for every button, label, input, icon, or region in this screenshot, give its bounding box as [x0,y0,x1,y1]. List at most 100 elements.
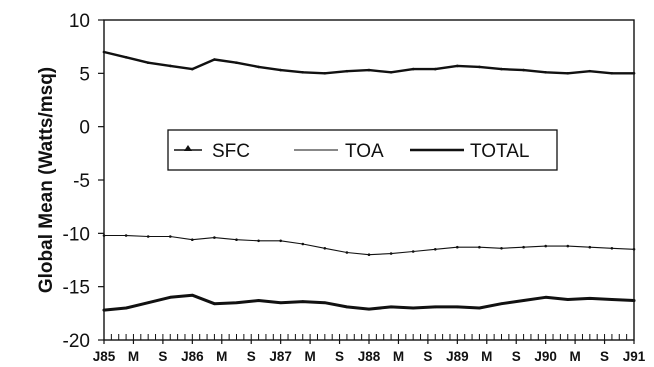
series-sfc-point [169,64,172,68]
series-toa-point [456,245,459,249]
series-total-point [544,296,547,299]
series-toa-point [566,244,570,248]
x-tick-label: J90 [534,349,557,364]
series-toa-point [345,251,349,254]
x-tick-label: S [512,349,521,364]
y-tick-label: -20 [63,331,90,352]
x-tick-label: S [600,349,609,364]
series-total-point [235,301,238,305]
series-sfc-point [566,72,570,75]
y-tick-label: -5 [73,171,90,192]
series-total-point [279,301,283,305]
series-toa-point [588,245,592,249]
y-tick-label: -10 [63,224,90,245]
series-toa-point [478,245,481,249]
series-total-point [345,305,349,309]
series-toa-point [279,239,283,243]
legend-box [167,129,558,171]
series-total-point [191,293,194,297]
x-tick-label: J89 [446,349,469,364]
x-tick-label: J88 [358,349,381,364]
series-toa-point [191,238,194,241]
series-toa-point [213,236,216,239]
series-sfc-point [500,67,503,71]
y-axis-label: Global Mean (Watts/msq) [36,67,57,293]
series-total-point [434,305,437,309]
series-total-point [456,305,459,309]
series-total-point [169,296,172,299]
series-toa-point [434,248,437,251]
series-sfc-point [456,64,459,68]
series-toa-point [146,235,150,238]
y-tick-label: -15 [63,278,90,299]
series-sfc-point [301,71,305,74]
series-sfc-point [434,67,437,71]
series-sfc-point [124,56,128,59]
series-sfc-point [102,50,106,54]
legend-label-toa: TOA [345,141,384,162]
series-sfc-point [345,69,349,73]
series-toa-point [257,239,260,243]
series-sfc-point [367,68,371,72]
series-sfc-point [146,61,150,64]
x-tick-label: J87 [269,349,292,364]
x-tick-label: J91 [623,349,646,364]
series-toa-point [301,242,305,246]
series-sfc-point [257,65,260,69]
x-tick-label: J86 [181,349,204,364]
x-tick-label: S [423,349,432,364]
series-toa-point [522,245,525,249]
series-toa-line [103,234,635,256]
series-toa-point [169,235,172,238]
series-total-point [389,305,393,309]
legend: SFC TOA TOTAL [167,129,558,171]
series-sfc-point [235,61,238,64]
series-total-point [632,299,636,302]
x-tick-label: J85 [93,349,116,364]
series-total-point [411,306,415,310]
series-total-point [323,301,327,305]
series-toa-point [389,252,393,255]
series-total-point [257,299,260,302]
series-toa-point [235,238,238,241]
series-sfc-point [522,68,525,72]
series-sfc-point [323,72,327,75]
series-total-point [522,299,525,302]
series-total-point [588,297,592,300]
x-tick-label: S [335,349,344,364]
x-tick-label: M [128,349,139,364]
x-tick-label: S [247,349,256,364]
legend-label-total: TOTAL [470,141,529,162]
series-toa-point [610,247,614,250]
series-total-point [566,298,570,301]
series-total-point [301,300,305,303]
series-toa-point [323,247,327,250]
series-sfc-point [632,72,636,75]
y-tick-label: 10 [69,11,90,32]
series-sfc-point [191,67,194,71]
series-sfc-point [544,71,547,74]
series-total-point [610,298,614,301]
x-tick-label: M [393,349,404,364]
series-total-point [146,301,150,305]
legend-marker-sfc [184,145,192,151]
series-total-point [124,306,128,310]
series-sfc-point [279,68,283,72]
y-tick-label: 5 [79,64,90,85]
series-total-point [367,307,371,311]
series-toa-point [500,247,503,250]
series-total-point [213,302,216,306]
series-sfc-point [389,71,393,74]
series-sfc-point [478,65,481,69]
x-tick-label: S [158,349,167,364]
series-total-point [500,302,503,306]
series-total-point [102,308,106,312]
x-tick-label: M [481,349,492,364]
series-toa-point [124,234,128,237]
series-sfc-point [610,72,614,75]
series-total-point [478,306,481,310]
series-sfc-point [411,67,415,71]
series-toa-point [544,244,547,248]
